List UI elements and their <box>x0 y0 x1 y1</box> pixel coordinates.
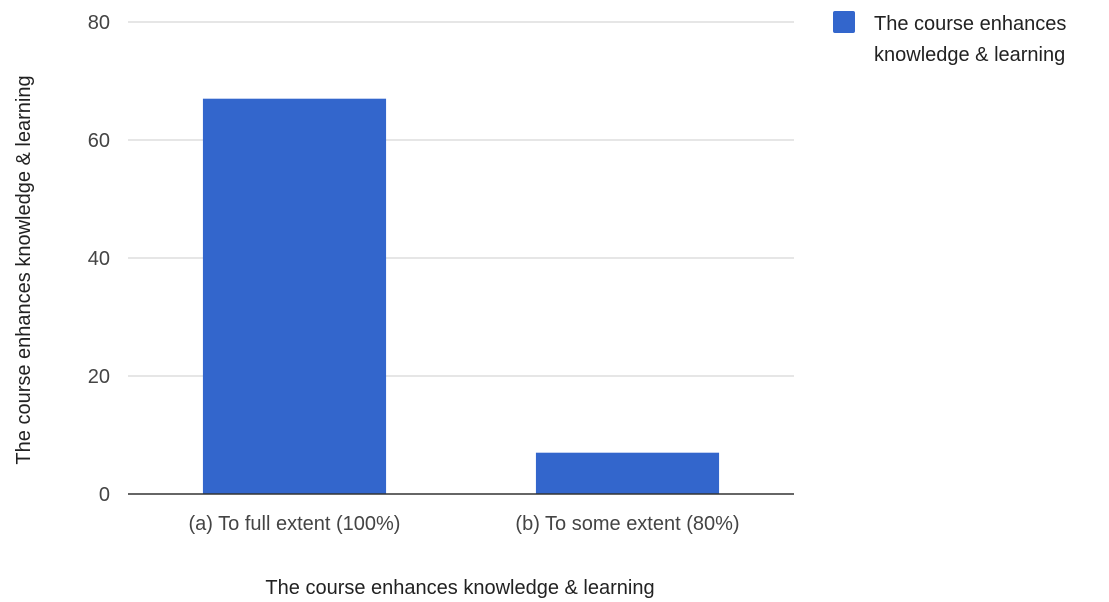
y-tick-label-20: 20 <box>88 366 110 388</box>
x-axis-title: The course enhances knowledge & learning <box>265 577 654 599</box>
bar-b <box>535 452 720 494</box>
legend-label-line-1: The course enhances <box>874 13 1066 35</box>
legend-swatch <box>833 11 855 33</box>
y-axis-title: The course enhances knowledge & learning <box>13 75 35 464</box>
y-tick-label-0: 0 <box>99 484 110 506</box>
bars <box>202 98 720 494</box>
x-tick-label-a: (a) To full extent (100%) <box>189 513 401 535</box>
y-tick-label-40: 40 <box>88 248 110 270</box>
legend-label-line-2: knowledge & learning <box>874 44 1065 66</box>
x-tick-label-b: (b) To some extent (80%) <box>515 513 739 535</box>
y-tick-label-80: 80 <box>88 12 110 34</box>
bar-a <box>202 98 387 494</box>
y-tick-label-60: 60 <box>88 130 110 152</box>
labels: 0 20 40 60 80 (a) To full extent (100%) (b) To… <box>88 12 740 535</box>
legend: The course enhances knowledge & learning <box>833 11 1066 66</box>
